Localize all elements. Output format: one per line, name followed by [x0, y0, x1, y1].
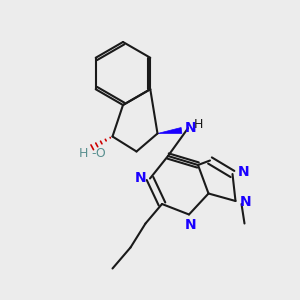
Text: N: N	[185, 218, 196, 232]
Text: N: N	[238, 166, 250, 179]
Text: N: N	[184, 121, 196, 134]
Text: N: N	[240, 196, 252, 209]
Text: H: H	[79, 146, 88, 160]
Text: -O: -O	[92, 146, 106, 160]
Text: N: N	[135, 172, 146, 185]
Text: H: H	[194, 118, 203, 131]
Polygon shape	[158, 128, 182, 134]
